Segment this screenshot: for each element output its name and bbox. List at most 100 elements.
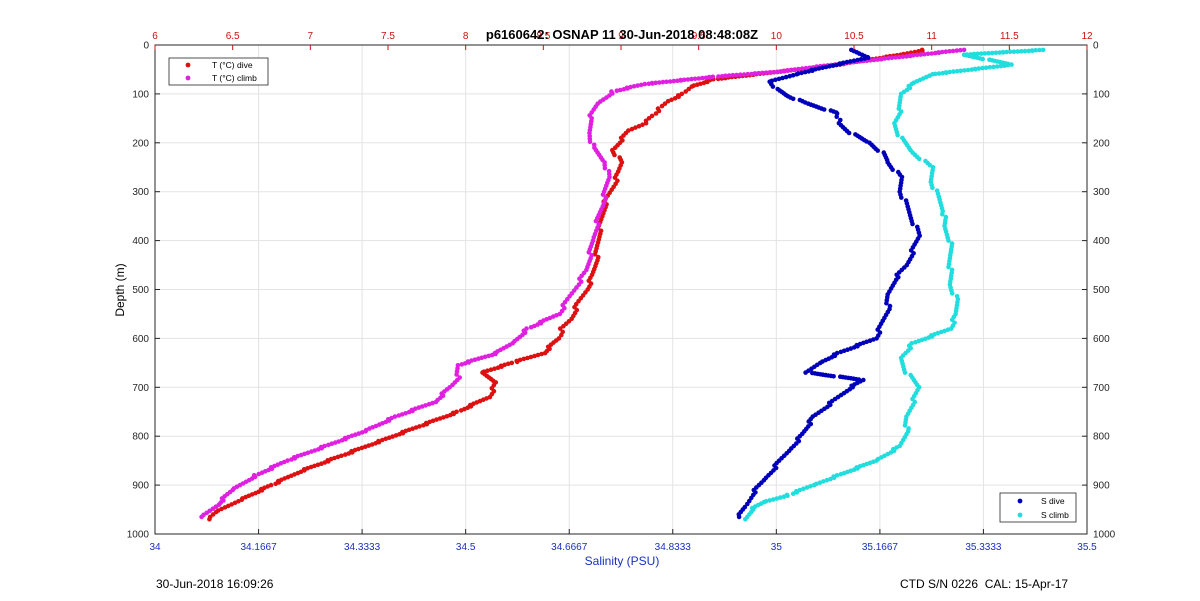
data-point-s-climb (828, 476, 833, 482)
y-tick-label: 500 (132, 285, 149, 296)
data-point-t-c-dive (659, 103, 665, 109)
top-tick-label-temperature: 11 (926, 31, 937, 42)
data-point-t-c-dive (495, 365, 501, 371)
data-point-t-c-climb (256, 471, 262, 477)
top-tick-label-temperature: 10.5 (844, 31, 864, 42)
data-point-s-climb (743, 517, 748, 522)
y-tick-label-right: 800 (1093, 432, 1110, 443)
data-point-t-c-climb (886, 55, 891, 61)
data-point-s-climb (774, 496, 780, 501)
x-tick-label-salinity: 35 (771, 542, 783, 553)
x-tick-label-salinity: 34.6667 (551, 542, 588, 553)
footer-ctd-serial: CTD S/N 0226 CAL: 15-Apr-17 (900, 577, 1069, 591)
axes: 0 0 100 100 200 200 300 300 400 400 500 500 600 600 70… (127, 31, 1116, 553)
data-point-t-c-climb (752, 71, 758, 76)
data-point-t-c-climb (625, 86, 630, 91)
data-point-s-climb (1026, 48, 1031, 54)
data-point-s-climb (958, 68, 963, 74)
data-point-t-c-climb (907, 53, 913, 59)
data-point-t-c-dive (509, 360, 515, 366)
data-point-s-climb (838, 471, 844, 477)
data-point-t-c-dive (207, 517, 212, 522)
data-point-t-c-climb (879, 56, 884, 62)
data-point-s-climb (949, 291, 955, 296)
data-point-t-c-dive (612, 175, 618, 180)
x-tick-label-salinity: 34.5 (456, 542, 476, 553)
data-point-s-climb (902, 370, 908, 375)
top-tick-label-temperature: 7 (308, 31, 314, 42)
data-point-s-climb (781, 494, 787, 500)
data-point-t-c-climb (716, 74, 721, 79)
data-point-s-climb (913, 339, 918, 345)
data-point-s-climb (986, 50, 991, 56)
data-point-t-c-dive (521, 356, 527, 362)
data-point-s-dive (745, 501, 750, 507)
data-point-t-c-climb (309, 449, 314, 454)
x-tick-label-salinity: 34.3333 (344, 542, 381, 553)
data-point-t-c-climb (689, 76, 694, 82)
data-point-s-climb (994, 64, 1000, 69)
data-point-t-c-climb (316, 447, 321, 452)
data-point-s-dive (831, 374, 836, 379)
data-point-t-c-climb (900, 54, 906, 59)
y-tick-label: 200 (132, 138, 149, 149)
data-point-t-c-climb (925, 51, 931, 57)
data-point-s-dive (780, 75, 785, 81)
data-point-s-dive (855, 57, 860, 63)
x-tick-label-salinity: 34.8333 (655, 542, 692, 553)
data-point-s-dive (827, 64, 832, 69)
data-point-t-c-dive (649, 113, 655, 119)
data-point-s-dive (865, 55, 871, 61)
data-point-t-c-climb (936, 50, 942, 56)
data-point-t-c-dive (326, 459, 331, 464)
data-point-t-c-climb (339, 438, 345, 443)
x-axis-label-salinity: Salinity (PSU) (585, 554, 660, 568)
data-point-s-climb (954, 68, 960, 74)
data-point-t-c-climb (950, 48, 956, 54)
y-tick-label-right: 1000 (1093, 530, 1116, 541)
data-point-t-c-climb (933, 50, 938, 56)
data-point-t-c-climb (796, 66, 801, 72)
data-point-s-climb (980, 56, 985, 62)
data-point-t-c-dive (633, 125, 638, 130)
data-point-t-c-dive (488, 367, 494, 373)
x-tick-label-salinity: 34 (149, 542, 161, 553)
data-point-s-climb (778, 495, 783, 500)
data-point-t-c-climb (730, 72, 736, 78)
data-point-t-c-climb (719, 74, 725, 79)
data-point-t-c-dive (636, 123, 642, 129)
data-point-s-dive (890, 167, 895, 172)
data-point-t-c-climb (792, 67, 798, 72)
data-point-t-c-climb (889, 55, 895, 61)
data-point-s-climb (824, 477, 830, 483)
data-point-t-c-dive (916, 49, 921, 54)
x-tick-label-salinity: 34.1667 (240, 542, 277, 553)
data-point-t-c-climb (621, 87, 627, 92)
data-point-t-c-climb (642, 81, 648, 87)
data-point-t-c-climb (454, 372, 459, 377)
data-point-s-climb (946, 238, 951, 243)
legend-marker-s-dive (1017, 498, 1023, 504)
data-point-s-climb (1022, 48, 1028, 54)
y-tick-label: 800 (132, 432, 149, 443)
data-point-s-dive (802, 69, 808, 75)
y-tick-label: 1000 (127, 530, 150, 541)
data-point-s-climb (1019, 49, 1024, 54)
data-point-t-c-climb (756, 70, 761, 76)
data-point-t-c-dive (539, 351, 544, 357)
chart-title: p6160642: OSNAP 11 30-Jun-2018 08:48:08Z (486, 27, 758, 42)
data-point-t-c-dive (335, 454, 341, 460)
data-point-t-c-climb (298, 452, 304, 458)
data-point-t-c-climb (707, 75, 712, 80)
data-point-t-c-climb (416, 405, 422, 410)
data-point-s-dive (858, 57, 864, 62)
data-point-t-c-climb (602, 165, 608, 171)
data-point-t-c-climb (781, 68, 787, 74)
data-point-t-c-climb (664, 79, 669, 85)
data-point-s-climb (962, 68, 967, 73)
data-point-t-c-climb (333, 440, 338, 445)
data-point-t-c-dive (421, 423, 426, 428)
data-point-s-dive (770, 84, 776, 89)
data-point-t-c-climb (774, 69, 780, 75)
y-tick-label: 400 (132, 236, 149, 247)
